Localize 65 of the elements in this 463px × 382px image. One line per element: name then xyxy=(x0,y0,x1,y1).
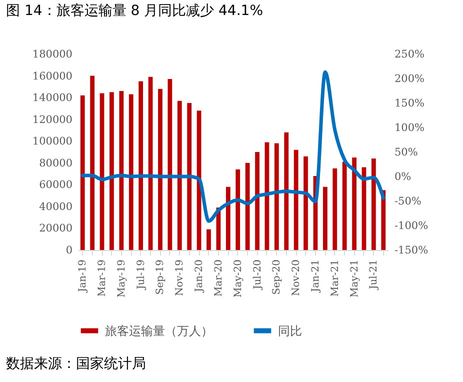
bar xyxy=(80,95,85,250)
bar xyxy=(372,158,376,250)
bar xyxy=(168,79,172,250)
y2-tick-label: -100% xyxy=(394,220,428,232)
legend-label: 同比 xyxy=(278,324,302,338)
y-tick-label: 180000 xyxy=(32,48,72,60)
x-tick-label: Mar-21 xyxy=(330,260,341,297)
bar xyxy=(352,157,356,250)
x-tick-label: Jan-19 xyxy=(78,260,89,294)
bar xyxy=(255,152,260,250)
legend-label: 旅客运输量（万人） xyxy=(105,324,213,338)
bar xyxy=(206,229,211,250)
x-tick-label: May-20 xyxy=(232,260,244,298)
y2-tick-label: 0% xyxy=(394,171,412,183)
y2-tick-label: 200% xyxy=(394,73,425,85)
x-tick-label: May-21 xyxy=(349,260,360,298)
bar xyxy=(90,76,94,250)
bar xyxy=(119,91,124,250)
y-tick-label: 40000 xyxy=(39,200,72,213)
source-note: 数据来源：国家统计局 xyxy=(6,355,146,373)
y-tick-label: 120000 xyxy=(32,114,72,126)
bar xyxy=(187,103,192,250)
y2-tick-label: 150% xyxy=(394,98,425,110)
bar xyxy=(342,162,347,250)
x-tick-label: May-19 xyxy=(116,260,128,298)
bar xyxy=(128,94,134,250)
x-tick-label: Sep-19 xyxy=(155,260,166,295)
bar xyxy=(294,150,298,250)
y2-tick-label: -150% xyxy=(394,244,428,256)
bar xyxy=(236,169,240,250)
x-tick-label: Jan-20 xyxy=(194,260,206,294)
y-tick-label: 140000 xyxy=(32,92,72,104)
bar xyxy=(148,76,153,250)
y2-tick-label: 50% xyxy=(394,146,418,158)
y-tick-label: 0 xyxy=(66,244,72,256)
y2-tick-label: -50% xyxy=(394,196,422,208)
x-tick-label: Nov-19 xyxy=(174,260,186,296)
bar xyxy=(284,132,289,250)
bar xyxy=(177,100,182,250)
y-tick-label: 20000 xyxy=(39,222,72,235)
x-tick-label: Sep-20 xyxy=(272,260,283,295)
x-tick-label: Mar-19 xyxy=(97,260,108,297)
y-tick-label: 100000 xyxy=(32,136,72,148)
bar xyxy=(158,88,162,250)
x-tick-label: Jan-21 xyxy=(310,260,322,294)
bar xyxy=(110,92,114,250)
bar xyxy=(304,156,308,250)
y2-tick-label: 250% xyxy=(394,48,425,60)
line-series xyxy=(80,70,386,223)
bar xyxy=(322,186,328,250)
bar xyxy=(274,143,279,250)
x-tick-label: Jul-19 xyxy=(136,260,147,290)
chart-title: 图 14：旅客运输量 8 月同比减少 44.1% xyxy=(6,2,263,20)
x-tick-label: Jul-21 xyxy=(368,260,380,290)
x-tick-label: Jul-20 xyxy=(252,260,264,290)
y-tick-label: 80000 xyxy=(39,157,72,170)
y-tick-label: 60000 xyxy=(39,179,72,192)
y2-tick-label: 100% xyxy=(394,122,425,134)
bar xyxy=(100,93,104,250)
y-tick-label: 160000 xyxy=(32,70,72,82)
bar xyxy=(138,81,144,250)
bar xyxy=(332,168,338,250)
x-tick-label: Nov-20 xyxy=(291,260,302,296)
x-tick-label: Mar-20 xyxy=(213,260,224,297)
bar xyxy=(226,186,230,250)
